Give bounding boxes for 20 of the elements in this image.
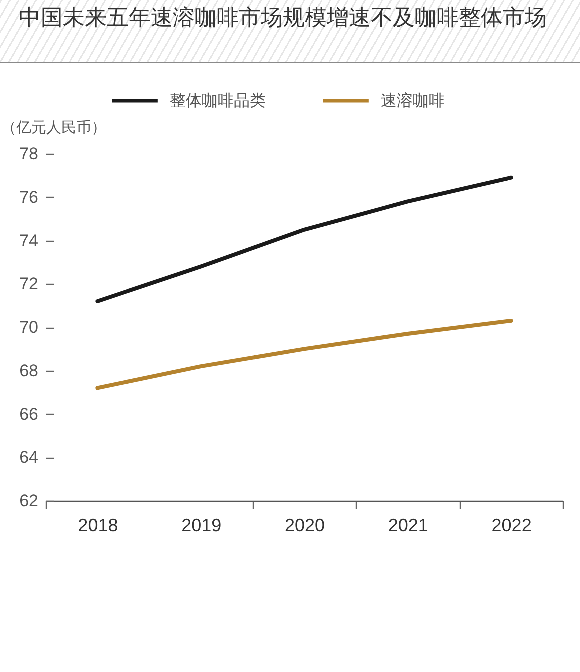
y-tick-label: 64 xyxy=(20,448,38,468)
line-series xyxy=(96,176,514,304)
y-tick-label: 70 xyxy=(20,318,38,337)
legend-label: 速溶咖啡 xyxy=(381,92,445,110)
chart-title: 中国未来五年速溶咖啡市场规模增速不及咖啡整体市场 xyxy=(19,5,547,30)
x-tick-label: 2018 xyxy=(78,516,118,536)
x-tick-label: 2019 xyxy=(182,516,222,536)
x-tick-label: 2021 xyxy=(388,516,428,536)
line-series xyxy=(96,318,514,390)
y-tick-label: 66 xyxy=(20,404,38,424)
y-tick-label: 78 xyxy=(20,144,38,164)
y-tick-label: 74 xyxy=(20,231,38,250)
x-tick-label: 2022 xyxy=(492,516,532,536)
legend-label: 整体咖啡品类 xyxy=(170,92,266,110)
y-tick-label: 76 xyxy=(20,188,38,207)
x-tick-label: 2020 xyxy=(284,516,326,536)
y-tick-label: 68 xyxy=(20,361,38,380)
y-tick-label: 72 xyxy=(20,274,38,294)
y-tick-label: 62 xyxy=(20,492,38,510)
y-axis-title: （亿元人民币） xyxy=(2,120,106,136)
